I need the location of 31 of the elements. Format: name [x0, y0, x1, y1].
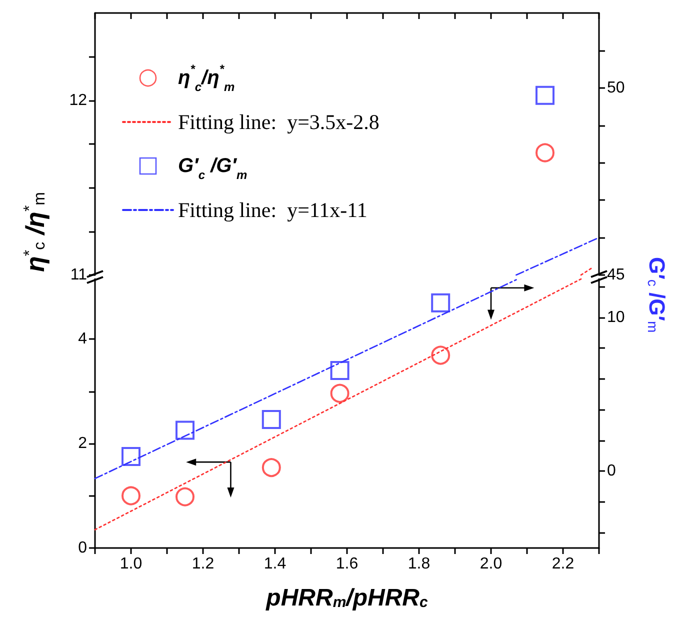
point — [122, 486, 140, 506]
x-tick-label: 1.8 — [408, 556, 430, 572]
point — [122, 447, 140, 466]
legend-label: Fitting line: y=3.5x-2.8 — [178, 110, 380, 134]
x-tick-label: 1.2 — [192, 556, 214, 572]
y-tick-label: 12 — [69, 92, 88, 109]
y2-tick-label: 50 — [607, 79, 625, 96]
x-tick-label: 1.4 — [264, 556, 286, 572]
x-tick-label: 2.2 — [552, 556, 574, 572]
point — [176, 487, 194, 506]
y2-tick-label: 45 — [607, 266, 625, 284]
x-tick-label: 2.0 — [480, 556, 502, 572]
x-tick-label: 1.0 — [120, 556, 142, 572]
y-axis-title: η*c /η*m — [20, 192, 50, 272]
point — [431, 346, 450, 365]
point — [431, 293, 450, 312]
point — [330, 384, 350, 403]
legend-label: Fitting line: y=11x-11 — [178, 198, 368, 222]
point — [262, 410, 281, 429]
y2-tick-label: 0 — [607, 462, 616, 480]
x-axis-title: pHRRm/pHRRc — [265, 584, 428, 612]
y-tick-label: 4 — [78, 330, 88, 348]
point — [262, 458, 281, 478]
y-tick-label: 0 — [78, 540, 88, 556]
y2-axis-title: G′c /G′m — [644, 257, 670, 333]
x-tick-label: 1.6 — [336, 556, 358, 572]
point — [176, 420, 194, 440]
y2-tick-label: 10 — [607, 308, 625, 326]
point — [330, 360, 350, 380]
y-tick-label: 11 — [70, 266, 88, 284]
y-tick-label: 2 — [78, 435, 88, 452]
